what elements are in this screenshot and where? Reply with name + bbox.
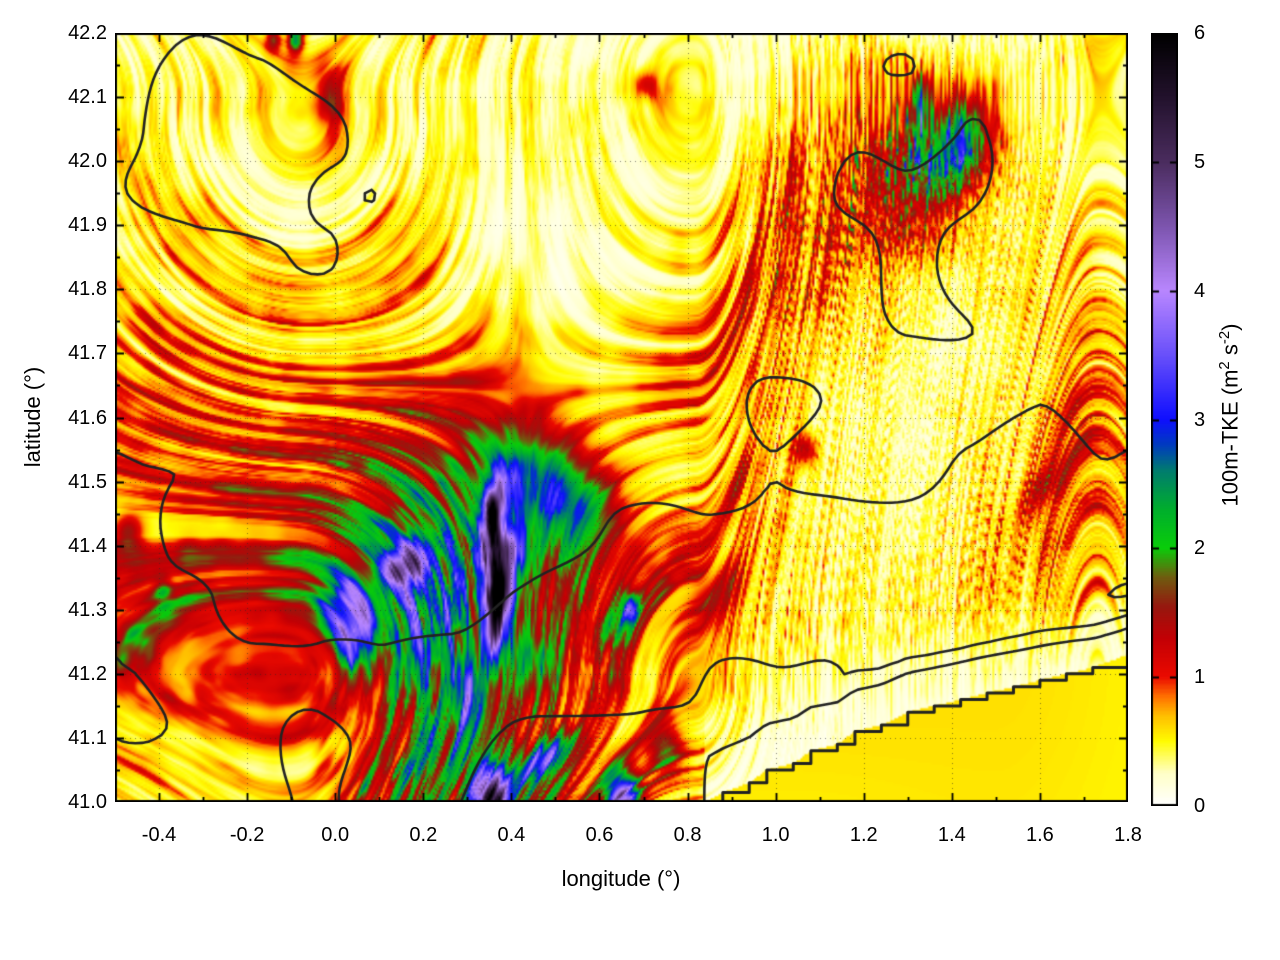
y-tick-label: 41.0 bbox=[68, 791, 107, 813]
colorbar-tick-label: 2 bbox=[1194, 537, 1206, 560]
x-tick-label: 0.4 bbox=[497, 824, 526, 846]
colorbar-tick-label: 3 bbox=[1194, 408, 1206, 431]
y-tick-label: 41.9 bbox=[68, 214, 107, 237]
x-tick-label: 0.8 bbox=[673, 824, 702, 846]
colorbar-title-prefix: 100m-TKE (m bbox=[1217, 369, 1243, 507]
y-axis-title-text: latitude (°) bbox=[20, 366, 45, 468]
colorbar-tick-label: 6 bbox=[1194, 22, 1206, 44]
y-tick-label: 41.2 bbox=[68, 662, 107, 685]
heatmap-canvas bbox=[115, 33, 1128, 802]
y-tick-label: 41.7 bbox=[68, 342, 107, 365]
x-tick-label: -0.2 bbox=[229, 824, 265, 846]
x-tick-label: 1.2 bbox=[849, 824, 878, 846]
y-tick-label: 42.0 bbox=[68, 150, 107, 173]
x-tick-label: 1.4 bbox=[937, 824, 966, 846]
x-tick-label: 1.8 bbox=[1114, 824, 1142, 846]
x-tick-label: 1.6 bbox=[1026, 824, 1054, 846]
colorbar-tick-label: 4 bbox=[1194, 279, 1206, 302]
colorbar-tick-label: 5 bbox=[1194, 150, 1206, 173]
colorbar-tick-label: 0 bbox=[1194, 795, 1206, 817]
colorbar-title-sup2: -2 bbox=[1216, 330, 1234, 345]
y-tick-label: 41.6 bbox=[68, 406, 107, 429]
x-tick-label: 0.6 bbox=[585, 824, 614, 846]
x-tick-label: 0.2 bbox=[409, 824, 438, 846]
colorbar-title-suffix: ) bbox=[1217, 323, 1243, 331]
y-tick-label: 41.1 bbox=[68, 726, 107, 749]
x-axis-title-text: longitude (°) bbox=[561, 866, 681, 891]
x-tick-label: -0.4 bbox=[141, 824, 177, 846]
y-tick-label: 42.2 bbox=[68, 22, 107, 44]
y-tick-label: 41.3 bbox=[68, 598, 107, 621]
y-tick-label: 41.8 bbox=[68, 278, 107, 301]
y-axis-title: latitude (°) bbox=[20, 317, 46, 517]
x-tick-label: 0.0 bbox=[321, 824, 350, 846]
colorbar-canvas bbox=[1151, 33, 1178, 806]
colorbar-title-sup1: 2 bbox=[1216, 361, 1234, 370]
y-tick-label: 41.4 bbox=[68, 534, 107, 557]
x-axis-title: longitude (°) bbox=[471, 866, 771, 892]
y-tick-label: 42.1 bbox=[68, 86, 107, 109]
colorbar-title-mid: s bbox=[1217, 344, 1243, 362]
colorbar-title: 100m-TKE (m2 s-2) bbox=[1216, 313, 1244, 518]
y-tick-label: 41.5 bbox=[68, 470, 107, 493]
x-tick-label: 1.0 bbox=[761, 824, 790, 846]
colorbar-tick-label: 1 bbox=[1194, 666, 1206, 689]
